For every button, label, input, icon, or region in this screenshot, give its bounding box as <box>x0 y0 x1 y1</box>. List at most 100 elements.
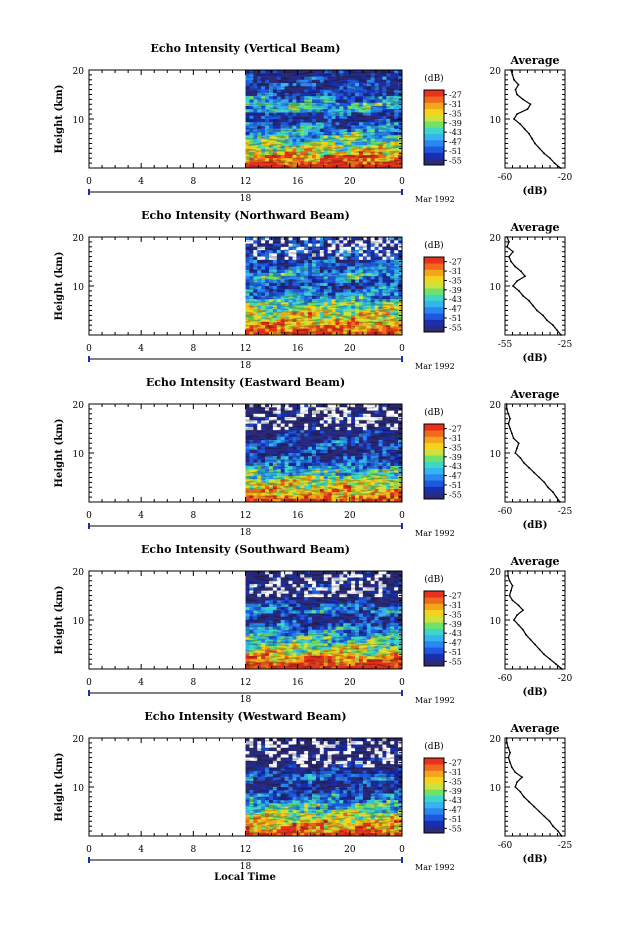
colorbar-swatch <box>424 269 444 277</box>
colorbar-swatch <box>424 424 444 431</box>
y-tick-label: 10 <box>73 450 85 460</box>
average-x-tick-label: -25 <box>558 340 573 350</box>
colorbar-tick-label: -31 <box>449 100 462 109</box>
average-profile-point <box>524 275 526 278</box>
colorbar-tick-label: -47 <box>449 472 462 481</box>
average-profile-point <box>508 241 510 243</box>
colorbar-tick-label: -35 <box>449 276 462 285</box>
average-profile-point <box>514 88 517 91</box>
average-profile-point <box>506 236 508 238</box>
colorbar-swatch <box>424 96 444 103</box>
colorbar-tick-label: -43 <box>449 462 462 471</box>
average-profile-point <box>546 319 548 322</box>
average-y-tick-label: 20 <box>490 401 502 411</box>
colorbar-tick-label: -27 <box>449 258 462 267</box>
colorbar-frame <box>423 256 445 333</box>
average-profile-point <box>531 137 533 140</box>
average-profile-point <box>508 255 510 258</box>
y-tick-label: 10 <box>73 116 85 126</box>
x-tick-label: 0 <box>86 177 92 187</box>
panel-4: Echo Intensity (Southward Beam)0 4 8 12 16 20… <box>54 543 573 705</box>
colorbar-tick-label: -35 <box>449 443 462 452</box>
colorbar-tick-label: -55 <box>449 323 462 332</box>
average-y-tick-label: 10 <box>490 450 502 460</box>
average-profile-point <box>538 147 541 150</box>
x-tick-label: 20 <box>344 344 356 354</box>
average-y-tick-label: 10 <box>490 283 502 293</box>
colorbar-tick-label: -39 <box>449 119 462 128</box>
colorbar-tick-label: -39 <box>449 286 462 295</box>
average-profile-point <box>519 123 521 125</box>
colorbar-swatch <box>424 486 444 494</box>
colorbar-swatch <box>424 127 444 135</box>
colorbar-tick-label: -43 <box>449 128 462 137</box>
average-profile-point <box>516 447 518 449</box>
colorbar-tick-label: -51 <box>449 314 462 323</box>
x-tick-label: 4 <box>138 511 144 521</box>
average-profile-point <box>512 250 514 253</box>
colorbar-swatch <box>424 480 444 487</box>
colorbar-tick-label: -55 <box>449 156 462 165</box>
colorbar-swatch <box>424 152 444 160</box>
x-tick-label: 8 <box>190 177 196 187</box>
colorbar-swatch <box>424 436 444 444</box>
average-y-tick-label: 20 <box>490 67 502 77</box>
average-profile-point <box>520 270 522 273</box>
day-label: 18 <box>240 528 252 538</box>
x-tick-label: 16 <box>292 344 304 354</box>
colorbar-unit: (dB) <box>424 407 443 418</box>
average-profile-point <box>517 442 520 445</box>
colorbar-tick-label: -51 <box>449 147 462 156</box>
colorbar-swatch <box>424 282 444 289</box>
average-profile-point <box>529 103 532 106</box>
average-profile-point <box>552 324 554 327</box>
average-profile-point <box>512 437 515 440</box>
heatmap <box>245 571 403 670</box>
average-profile-point <box>523 461 525 464</box>
average-profile-point <box>513 78 515 81</box>
average-profile-point <box>519 457 522 459</box>
average-profile-point <box>517 83 520 86</box>
colorbar-swatch <box>424 121 444 128</box>
average-profile-point <box>505 408 508 410</box>
average-profile-point <box>547 486 549 489</box>
heatmap <box>245 237 403 336</box>
average-profile-point <box>507 422 510 425</box>
date-label: Mar 1992 <box>415 362 455 371</box>
x-tick-label: 0 <box>399 177 405 187</box>
colorbar-swatch <box>424 467 444 475</box>
average-profile-point <box>552 491 554 494</box>
colorbar-swatch <box>424 307 444 314</box>
panel-1: Echo Intensity (Vertical Beam)0 4 8 12 16 20 0… <box>54 42 573 204</box>
x-tick-label: 20 <box>344 177 356 187</box>
average-profile-point <box>556 329 558 331</box>
y-tick-label: 20 <box>73 67 85 77</box>
colorbar-swatch <box>424 300 444 308</box>
average-profile-point <box>512 285 514 287</box>
average-profile-point <box>523 127 526 130</box>
average-profile-point <box>518 290 520 292</box>
date-label: Mar 1992 <box>415 529 455 538</box>
average-x-tick-label: -20 <box>558 173 573 183</box>
colorbar-tick-label: -35 <box>449 109 462 118</box>
average-profile-point <box>505 403 508 405</box>
heatmap <box>245 70 403 169</box>
x-tick-label: 4 <box>138 344 144 354</box>
colorbar-swatch <box>424 430 444 437</box>
colorbar-tick-label: -47 <box>449 138 462 147</box>
x-tick-label: 8 <box>190 511 196 521</box>
heatmap <box>245 404 403 503</box>
y-tick-label: 10 <box>73 283 85 293</box>
colorbar-swatch <box>424 325 444 333</box>
average-x-tick-label: -60 <box>498 173 513 183</box>
average-x-label: (dB) <box>523 520 548 531</box>
average-profile-point <box>533 471 535 474</box>
y-axis-label: Height (km) <box>54 252 65 321</box>
average-x-label: (dB) <box>523 353 548 364</box>
colorbar-swatch <box>424 474 444 481</box>
average-profile-point <box>559 167 562 169</box>
average-y-tick-label: 20 <box>490 234 502 244</box>
colorbar-swatch <box>424 492 444 500</box>
average-x-label: (dB) <box>523 186 548 197</box>
average-profile-point <box>534 142 536 145</box>
